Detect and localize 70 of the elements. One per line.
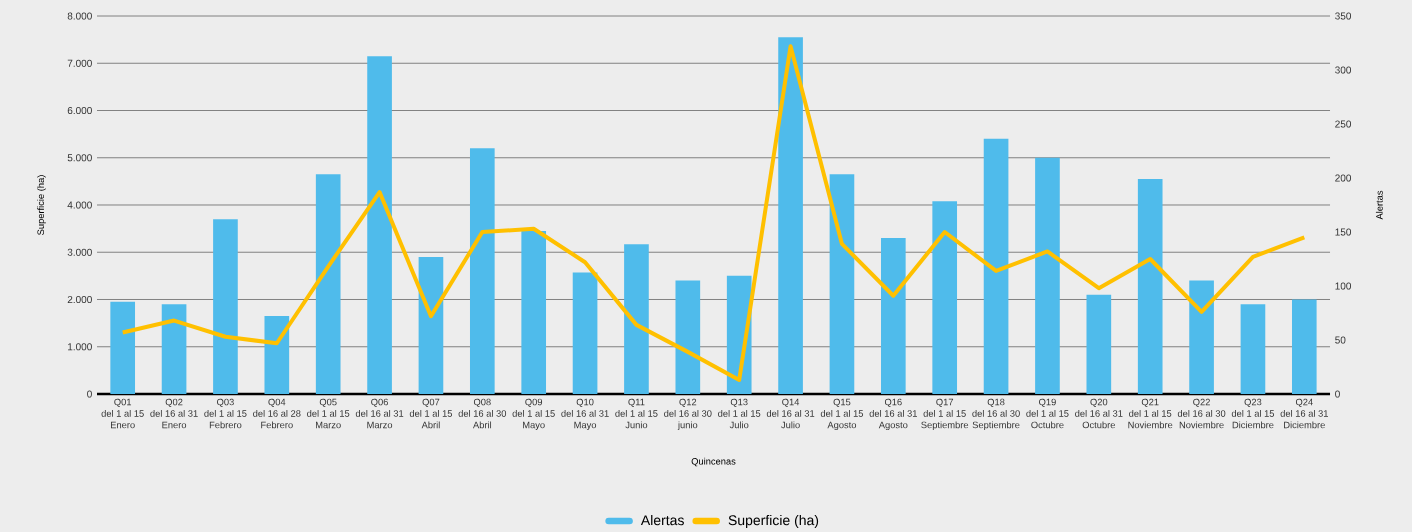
y-tick-label: 7.000 <box>67 59 92 67</box>
y-tick-label: 1.000 <box>68 343 92 351</box>
y2-tick-label: 0 <box>1335 390 1340 398</box>
legend-label: Superficie (ha) <box>728 514 819 528</box>
bar <box>880 238 906 394</box>
y2-tick-label: 350 <box>1335 12 1352 20</box>
bar <box>213 219 238 394</box>
y-axis-title: Superficie (ha) <box>37 175 46 235</box>
y-tick-label: 2.000 <box>67 295 92 304</box>
bar <box>1291 299 1317 394</box>
x-tick-label: Q20 del 16 al 31 Octubre <box>1075 398 1123 429</box>
bar <box>264 316 290 394</box>
x-tick-label: Q15 del 1 al 15 Agosto <box>820 398 864 431</box>
bar <box>932 201 958 394</box>
y-tick-label: 8.000 <box>67 12 92 20</box>
bar <box>161 304 187 394</box>
legend-label: Alertas <box>640 514 684 526</box>
y2-tick-label: 150 <box>1335 228 1352 236</box>
x-tick-label: Q08 del 16 al 30 Abril <box>458 398 507 429</box>
y-tick-label: 6.000 <box>67 106 92 115</box>
x-tick-label: Q07 del 1 al 15 Abril <box>409 398 453 429</box>
bar <box>1086 294 1112 394</box>
x-tick-label: Q23 del 1 al 15 Diciembre <box>1231 398 1275 429</box>
y-tick-label: 5.000 <box>67 154 92 162</box>
x-tick-label: Q03 del 1 al 15 Febrero <box>204 398 247 429</box>
bar <box>469 148 495 394</box>
bar <box>367 56 392 394</box>
x-tick-label: Q21 del 1 al 15 Noviembre <box>1128 398 1173 429</box>
bar <box>110 301 136 394</box>
y2-tick-label: 300 <box>1335 66 1352 74</box>
bar <box>1137 179 1163 394</box>
x-tick-label: Q18 del 16 al 30 Septiembre <box>972 398 1020 431</box>
y2-tick-label: 50 <box>1335 336 1346 344</box>
y-tick-label: 4.000 <box>67 201 92 209</box>
x-tick-label: Q16 del 16 al 31 Agosto <box>869 398 917 431</box>
y-tick-label: 0 <box>87 390 92 398</box>
x-tick-label: Q04 del 16 al 28 Febrero <box>253 398 301 429</box>
x-tick-label: Q02 del 16 al 31 Enero <box>150 398 198 429</box>
x-tick-label: Q10 del 16 al 31 Mayo <box>561 398 609 431</box>
x-tick-label: Q11 del 1 al 15 Junio <box>615 398 658 429</box>
y2-axis-title: Alertas <box>1375 190 1383 220</box>
x-tick-label: Q14 del 16 al 31 Julio <box>766 398 815 429</box>
x-tick-label: Q22 del 16 al 30 Noviembre <box>1177 398 1226 429</box>
x-tick-label: Q01 del 1 al 15 Enero <box>101 398 144 429</box>
y-tick-label: 3.000 <box>67 248 92 256</box>
bar <box>315 174 341 394</box>
bar <box>675 280 701 394</box>
x-tick-label: Q24 del 16 al 31 Diciembre <box>1280 398 1328 429</box>
bar <box>418 256 444 394</box>
x-tick-label: Q13 del 1 al 15 Julio <box>718 398 761 429</box>
x-tick-label: Q12 del 16 al 30 junio <box>664 398 712 431</box>
x-tick-label: Q06 del 16 al 31 Marzo <box>355 398 404 429</box>
y2-tick-label: 200 <box>1335 174 1352 182</box>
bar <box>521 230 547 394</box>
x-axis-title: Quincenas <box>691 457 736 467</box>
bar <box>829 174 855 394</box>
x-tick-label: Q19 del 1 al 15 Octubre <box>1026 398 1069 429</box>
y2-tick-label: 100 <box>1335 282 1352 290</box>
line-series <box>120 44 1307 382</box>
bar <box>572 272 598 394</box>
y2-tick-label: 250 <box>1335 120 1352 128</box>
bar <box>1240 304 1266 394</box>
x-tick-label: Q17 del 1 al 15 Septiembre <box>921 398 969 431</box>
bar <box>1189 280 1214 394</box>
x-tick-label: Q09 del 1 al 15 Mayo <box>512 398 555 431</box>
bar <box>1035 157 1060 394</box>
bar <box>624 244 649 394</box>
x-tick-label: Q05 del 1 al 15 Marzo <box>307 398 350 429</box>
bar <box>983 138 1009 394</box>
bar <box>778 37 803 394</box>
